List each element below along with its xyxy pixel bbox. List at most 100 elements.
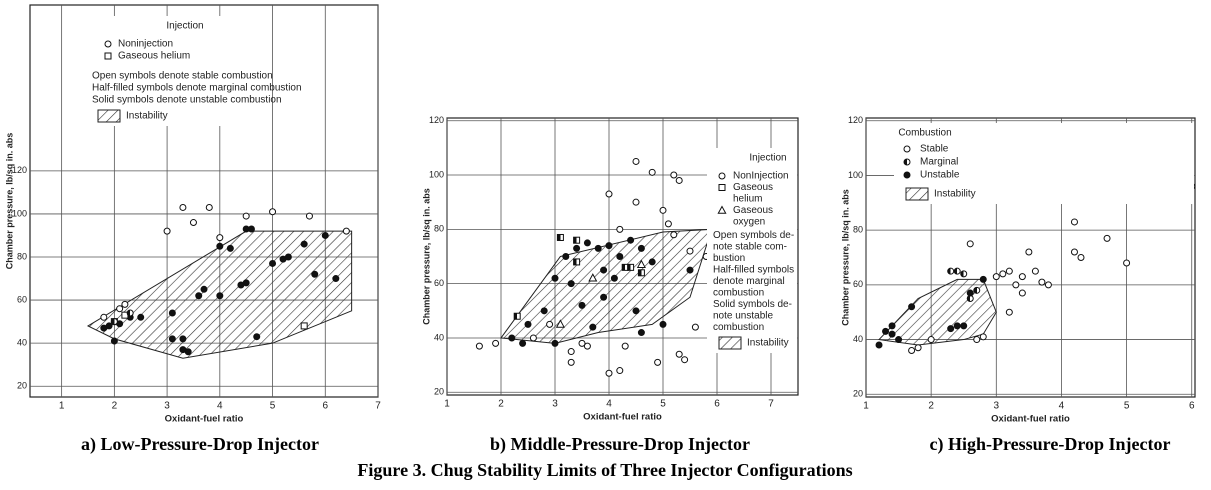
data-point (927, 336, 935, 344)
data-point (610, 274, 618, 282)
data-point (594, 244, 602, 252)
legend-symbol (717, 205, 727, 214)
data-point (578, 339, 586, 347)
data-point (195, 292, 203, 300)
data-point (184, 348, 192, 356)
data-point (216, 242, 224, 250)
y-tick-label: 100 (429, 169, 444, 179)
data-point (960, 270, 968, 278)
instability-region (500, 228, 713, 344)
data-point (947, 325, 955, 333)
data-point (546, 320, 554, 328)
data-point (578, 301, 586, 309)
data-point (121, 300, 129, 308)
data-point (875, 341, 883, 349)
legend-symbol (718, 184, 726, 191)
data-point (1038, 278, 1046, 286)
data-point (648, 168, 656, 176)
legend-note: Half-filled symbols (713, 265, 794, 276)
data-point (1044, 281, 1052, 289)
legend-symbol (903, 158, 911, 166)
data-point (632, 307, 640, 315)
x-tick-label: 4 (217, 401, 223, 412)
data-point (588, 273, 598, 282)
data-point (979, 333, 987, 341)
x-axis-label: Oxidant-fuel ratio (165, 414, 244, 425)
data-point (636, 259, 646, 268)
data-point (632, 198, 640, 206)
data-point (691, 323, 699, 331)
data-point (637, 329, 645, 337)
data-point (992, 273, 1000, 281)
x-tick-label: 4 (1059, 401, 1065, 412)
data-point (637, 269, 645, 277)
x-tick-label: 6 (1189, 401, 1195, 412)
data-point (947, 267, 955, 275)
legend-background (86, 16, 267, 126)
legend-symbol (104, 40, 112, 48)
data-point (659, 320, 667, 328)
data-point (654, 358, 662, 366)
legend-label: Unstable (920, 170, 960, 181)
data-point (605, 190, 613, 198)
data-point (670, 231, 678, 239)
data-point (600, 266, 608, 274)
data-point (1077, 254, 1085, 261)
data-point (999, 270, 1007, 278)
data-point (342, 227, 350, 235)
legend-title: Injection (749, 153, 786, 164)
legend-note: combustion (713, 322, 764, 333)
legend-symbol (104, 52, 112, 60)
data-point (300, 240, 308, 248)
y-tick-label: 40 (434, 332, 444, 342)
legend-title: Combustion (898, 128, 951, 139)
data-point (659, 206, 667, 214)
data-point (589, 323, 597, 331)
legend-background (894, 123, 1194, 204)
data-point (1123, 259, 1131, 267)
x-tick-label: 3 (994, 401, 1000, 412)
data-point (632, 157, 640, 165)
data-point (605, 369, 613, 377)
data-point (1012, 281, 1020, 289)
data-point (605, 242, 613, 250)
data-point (648, 258, 656, 266)
data-point (600, 293, 608, 301)
data-point (321, 231, 329, 239)
data-point (973, 336, 981, 344)
legend-note: Half-filled symbols denote marginal comb… (92, 83, 302, 94)
data-point (888, 330, 896, 338)
data-point (179, 203, 187, 211)
y-tick-label: 40 (853, 334, 863, 344)
legend-background (707, 148, 797, 353)
y-axis-label: Chamber pressure, lb/sq in. abs (840, 189, 850, 326)
data-point (524, 320, 532, 328)
x-tick-label: 7 (375, 401, 381, 412)
data-point (616, 225, 624, 233)
legend-label: Marginal (920, 157, 958, 168)
data-point (551, 339, 559, 347)
x-tick-label: 5 (660, 399, 666, 410)
data-point (966, 289, 974, 297)
data-point (269, 259, 277, 267)
data-point (300, 322, 308, 330)
data-point (1005, 308, 1013, 316)
y-axis-label: Chamber pressure, lb/sq in. abs (4, 133, 14, 270)
data-point (100, 324, 108, 332)
data-point (953, 322, 961, 330)
data-point (953, 267, 961, 275)
data-point (519, 339, 527, 347)
data-point (492, 339, 500, 347)
data-point (908, 303, 916, 311)
y-tick-label: 60 (17, 294, 27, 304)
data-point (226, 244, 234, 252)
data-point (305, 212, 313, 220)
data-point (664, 220, 672, 228)
data-point (1103, 234, 1111, 242)
x-tick-label: 1 (444, 399, 450, 410)
data-point (1070, 248, 1078, 256)
data-point (583, 239, 591, 247)
data-point (1031, 267, 1039, 275)
data-point (882, 327, 890, 335)
